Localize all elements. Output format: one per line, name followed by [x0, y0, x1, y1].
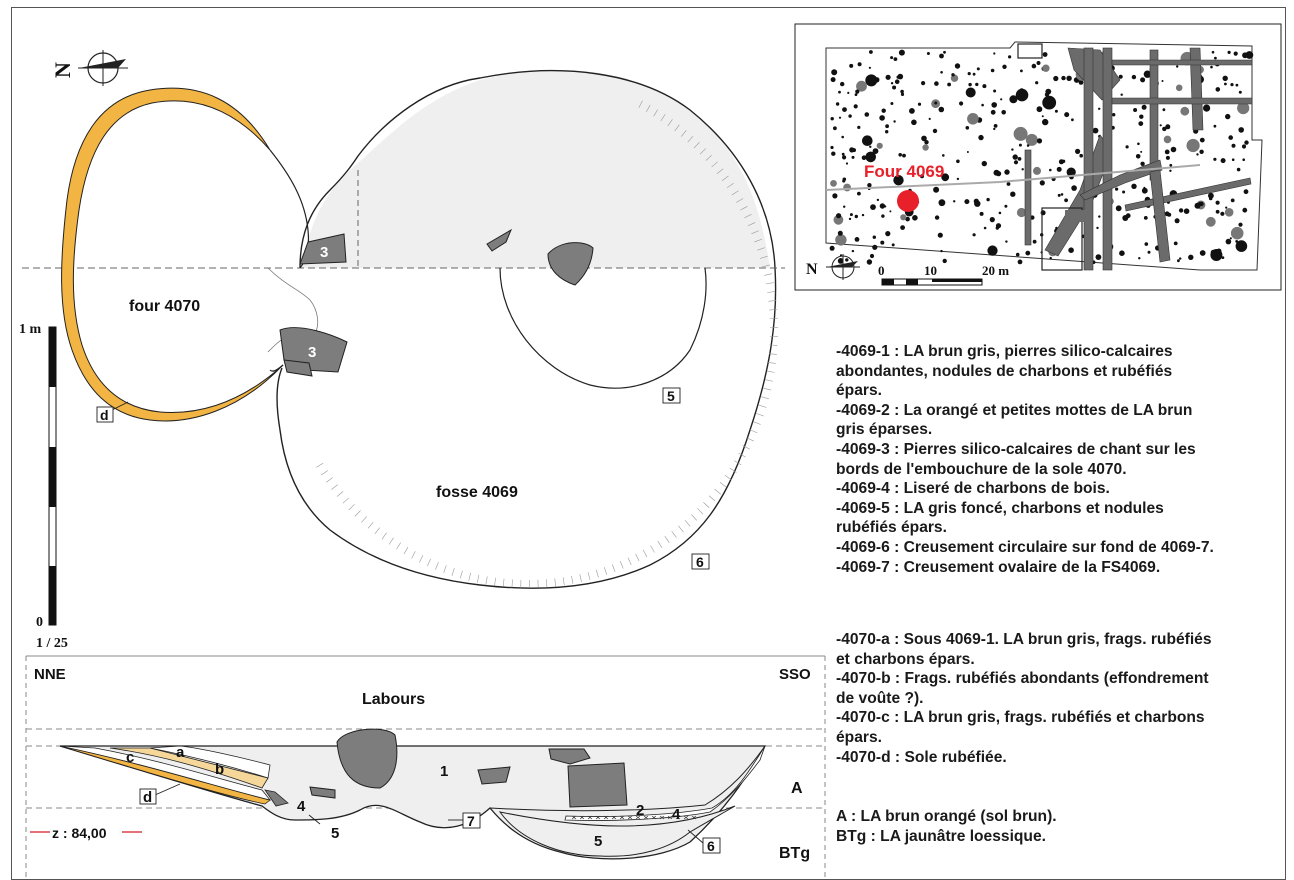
- label-5a: 5: [331, 825, 339, 842]
- legend-4069-line: -4069-3 : Pierres silico-calcaires de ch…: [836, 440, 1196, 458]
- section-fill-5: [498, 805, 736, 857]
- label-5b: 5: [594, 833, 602, 850]
- label-d-leader: [111, 401, 129, 411]
- fosse-shaded-half: [300, 70, 770, 268]
- legend-4069-line: bords de l'embouchure de la sole 4070.: [836, 460, 1127, 478]
- legend-soil: A : LA brun orangé (sol brun). BTg : LA j…: [836, 807, 1292, 846]
- scale-bottom-label: 0: [36, 615, 43, 630]
- stone-label-upper: 3: [320, 244, 328, 261]
- legend-4069-line: abondantes, nodules de charbons et rubéf…: [836, 362, 1173, 380]
- stone-small-lower: [283, 359, 313, 377]
- scale-ratio-label: 1 / 25: [36, 636, 68, 651]
- legend-4069-line: -4069-6 : Creusement circulaire sur fond…: [836, 538, 1214, 556]
- section-BTg-label: BTg: [779, 845, 810, 862]
- label-4a: 4: [297, 798, 306, 815]
- section-stone-5: [309, 786, 336, 799]
- stone-3-upper: [299, 233, 347, 265]
- section-labours-label: Labours: [362, 691, 425, 708]
- inset-map: Four 4069 N 0 10 20 m: [794, 23, 1282, 291]
- scale-bar: 1 m 0 1 / 25: [19, 322, 68, 651]
- legend-4069-line: -4069-1 : LA brun gris, pierres silico-c…: [836, 343, 1173, 360]
- plan-view: four 4070 fosse 4069 3 3 5 6 d N: [22, 50, 785, 589]
- label-a: a: [176, 744, 185, 761]
- section-right-label: SSO: [779, 666, 811, 683]
- inset-scale-bar: 0 10 20 m: [878, 263, 1009, 286]
- label-box-d: [96, 406, 114, 423]
- scale-top-label: 1 m: [19, 322, 42, 337]
- label-7: 7: [467, 813, 475, 829]
- inset-scale-20: 20 m: [982, 263, 1009, 278]
- legend-4070-line: -4070-c : LA brun gris, frags. rubéfiés …: [836, 709, 1205, 727]
- inset-four-label: Four 4069: [864, 162, 944, 181]
- datum-label: z : 84,00: [52, 825, 107, 841]
- section-layer-c: [59, 745, 272, 801]
- section-layer-4-charcoal: [564, 745, 766, 821]
- legend-4069-line: gris éparses.: [836, 421, 933, 439]
- north-arrow-icon: N: [50, 50, 128, 86]
- section-stone-4: [567, 762, 628, 808]
- north-letter: N: [50, 62, 75, 78]
- label-box-5: [662, 387, 681, 404]
- section-view: NNE SSO Labours A BTg z : 84,00 a b c d …: [25, 655, 826, 880]
- inset-north-letter: N: [806, 261, 818, 278]
- label-1: 1: [440, 763, 448, 780]
- label-6: 6: [696, 554, 704, 570]
- legend-4070-line: -4070-d : Sole rubéfiée.: [836, 748, 1007, 766]
- section-A-label: A: [791, 780, 803, 797]
- legend-4069: -4069-1 : LA brun gris, pierres silico-c…: [836, 342, 1292, 577]
- sole-rubefiee: [61, 87, 284, 422]
- inset-north-arrow-icon: N: [806, 254, 860, 280]
- legend-4069-line: -4069-7 : Creusement ovalaire de la FS40…: [836, 558, 1161, 576]
- section-stone-small: [264, 789, 289, 807]
- section-layer-a: [149, 745, 271, 779]
- four-4069-marker: [897, 190, 919, 212]
- legend-soil-line: BTg : LA jaunâtre loessique.: [836, 827, 1046, 845]
- legend-4070-line: épars.: [836, 728, 882, 746]
- legend-4070-line: de voûte ?).: [836, 689, 924, 707]
- section-layer-b: [109, 747, 269, 789]
- legend-soil-line: A : LA brun orangé (sol brun).: [836, 808, 1057, 825]
- fosse-4069-outline: [276, 69, 777, 589]
- label-d-section: d: [143, 789, 152, 806]
- fill-5-outline: [499, 267, 707, 389]
- label-box-6: [691, 553, 710, 570]
- label-c: c: [126, 749, 134, 766]
- label-4b: 4: [672, 806, 681, 823]
- fosse-label: fosse 4069: [436, 484, 518, 501]
- stone-fosse-1: [486, 228, 513, 252]
- section-layer-2-line: [489, 745, 766, 812]
- fosse-hachures: [316, 100, 778, 588]
- section-stone-3: [548, 748, 591, 765]
- label-5: 5: [667, 388, 675, 404]
- label-6-section: 6: [707, 838, 715, 854]
- legend-4070-line: -4070-a : Sous 4069-1. LA brun gris, fra…: [836, 631, 1212, 648]
- charcoal-hatch: [571, 815, 697, 820]
- section-stone-2: [477, 766, 511, 785]
- label-b: b: [215, 761, 224, 778]
- legend-4069-line: -4069-2 : La orangé et petites mottes de…: [836, 401, 1193, 419]
- label-d: d: [100, 407, 109, 423]
- inset-scale-0: 0: [878, 263, 885, 278]
- legend-4069-line: rubéfiés épars.: [836, 519, 947, 537]
- legend-4070: -4070-a : Sous 4069-1. LA brun gris, fra…: [836, 630, 1292, 767]
- legend-4070-line: -4070-b : Frags. rubéfiés abondants (eff…: [836, 670, 1209, 688]
- inset-scale-10: 10: [924, 263, 937, 278]
- stone-3-lower: [279, 327, 348, 373]
- legend-4069-line: -4069-4 : Liseré de charbons de bois.: [836, 480, 1110, 498]
- stone-fosse-2: [547, 242, 594, 286]
- legend-4069-line: épars.: [836, 382, 882, 400]
- section-left-label: NNE: [34, 666, 66, 683]
- legend-4069-line: -4069-5 : LA gris foncé, charbons et nod…: [836, 499, 1164, 517]
- stone-label-lower: 3: [308, 344, 316, 361]
- label-2: 2: [636, 802, 644, 819]
- section-stone-large: [336, 728, 398, 789]
- legend-4070-line: et charbons épars.: [836, 650, 975, 668]
- four-label: four 4070: [129, 298, 200, 315]
